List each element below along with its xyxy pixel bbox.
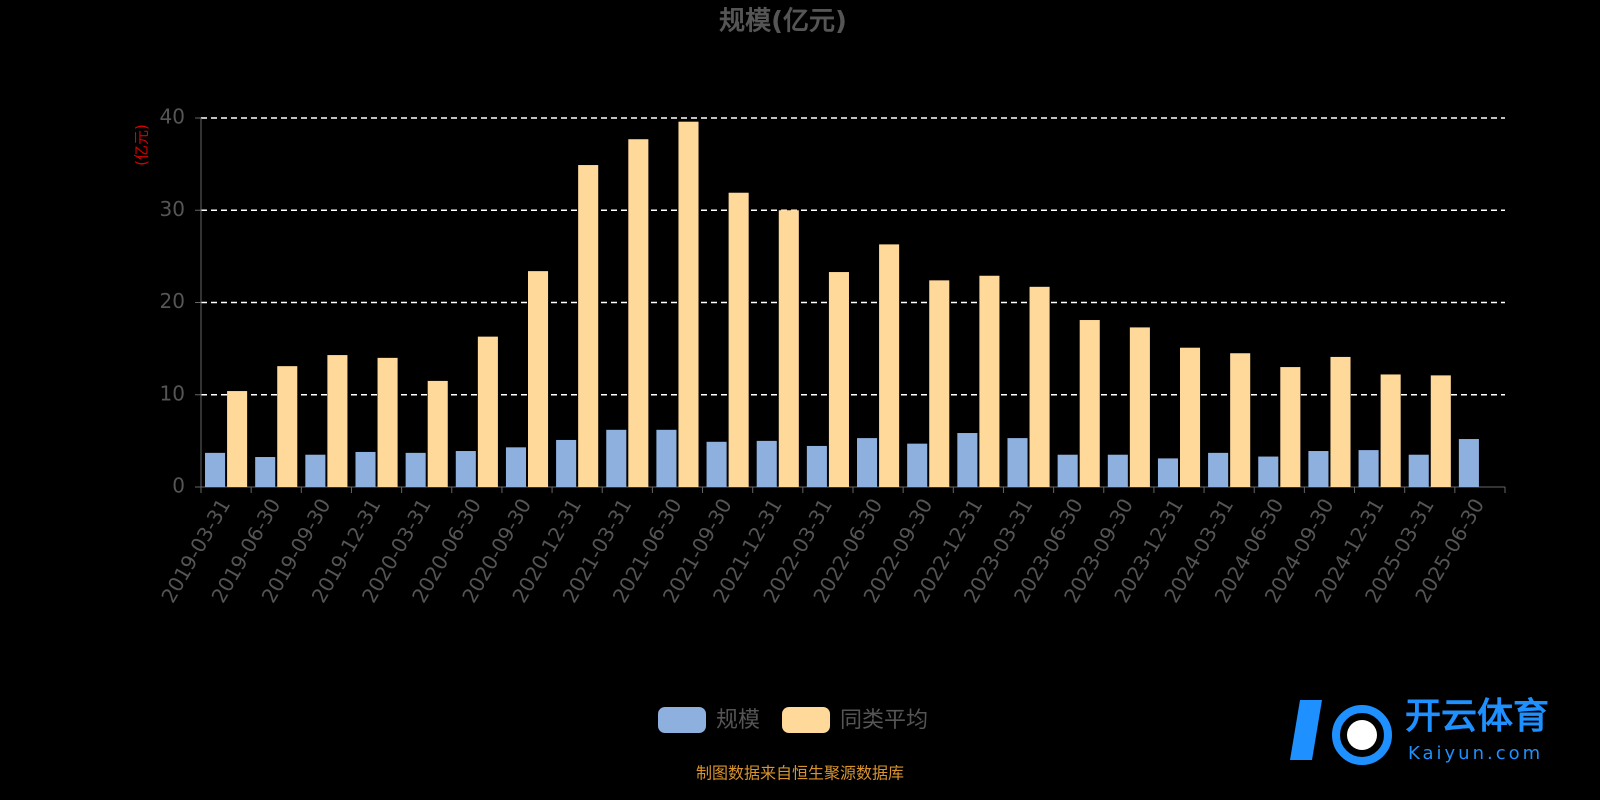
- bar: [1430, 375, 1451, 487]
- bar: [277, 366, 298, 487]
- bar: [1358, 450, 1379, 487]
- bar: [929, 280, 950, 487]
- bar: [1330, 356, 1351, 487]
- bar: [1029, 286, 1050, 487]
- bar: [528, 271, 549, 487]
- logo-k: [1290, 700, 1322, 760]
- logo-ring: [1332, 705, 1392, 765]
- bar: [477, 336, 498, 487]
- bar: [828, 272, 849, 487]
- bar: [1458, 439, 1479, 487]
- bar: [1208, 452, 1229, 487]
- bar: [806, 445, 827, 487]
- source-note: 制图数据来自恒生聚源数据库: [696, 764, 904, 783]
- bar: [227, 391, 248, 487]
- bar: [907, 443, 928, 487]
- bar: [1280, 367, 1301, 487]
- bar: [205, 452, 226, 487]
- logo-ball: [1347, 720, 1377, 750]
- y-axis-label: (亿元): [133, 124, 151, 166]
- bar: [957, 433, 978, 487]
- bar: [1107, 454, 1128, 487]
- y-tick-label: 0: [172, 474, 185, 498]
- legend-swatch: [658, 707, 706, 733]
- bar: [455, 451, 476, 487]
- bar: [255, 457, 276, 487]
- bar: [1129, 327, 1150, 487]
- bar: [1079, 320, 1100, 487]
- bar: [1308, 451, 1329, 487]
- bar: [728, 192, 749, 487]
- watermark-logo: 开云体育 Kaiyun.com: [1290, 696, 1549, 765]
- bar: [1258, 456, 1279, 487]
- bar: [405, 452, 426, 487]
- bar: [1408, 454, 1429, 487]
- bar: [427, 380, 448, 487]
- chart-title: 规模(亿元): [719, 7, 847, 37]
- watermark-brand: 开云体育: [1405, 696, 1549, 737]
- bar: [606, 429, 627, 487]
- bar: [377, 357, 398, 487]
- watermark-url: Kaiyun.com: [1408, 743, 1543, 764]
- bar: [1180, 347, 1201, 487]
- bar: [706, 441, 727, 487]
- y-tick-label: 10: [160, 381, 185, 405]
- bar: [879, 244, 900, 487]
- bar: [1157, 458, 1178, 487]
- y-tick-label: 30: [160, 197, 185, 221]
- bar: [656, 429, 677, 487]
- bar: [979, 275, 1000, 487]
- legend-swatch: [782, 707, 831, 733]
- bar: [678, 121, 699, 487]
- bar: [556, 439, 577, 487]
- bar: [305, 454, 326, 487]
- bar: [578, 165, 599, 488]
- bar: [505, 447, 526, 487]
- bar: [1057, 454, 1078, 487]
- bar: [355, 451, 376, 487]
- bar: [1230, 353, 1251, 487]
- bar: [857, 438, 878, 487]
- bar: [756, 440, 777, 487]
- y-tick-label: 40: [160, 105, 185, 129]
- legend-label: 同类平均: [840, 708, 928, 733]
- bar: [628, 139, 649, 487]
- legend-label: 规模: [716, 708, 760, 733]
- bar: [778, 210, 799, 487]
- bar: [327, 355, 348, 487]
- bar: [1380, 374, 1401, 487]
- y-tick-label: 20: [160, 289, 185, 313]
- bar: [1007, 438, 1028, 487]
